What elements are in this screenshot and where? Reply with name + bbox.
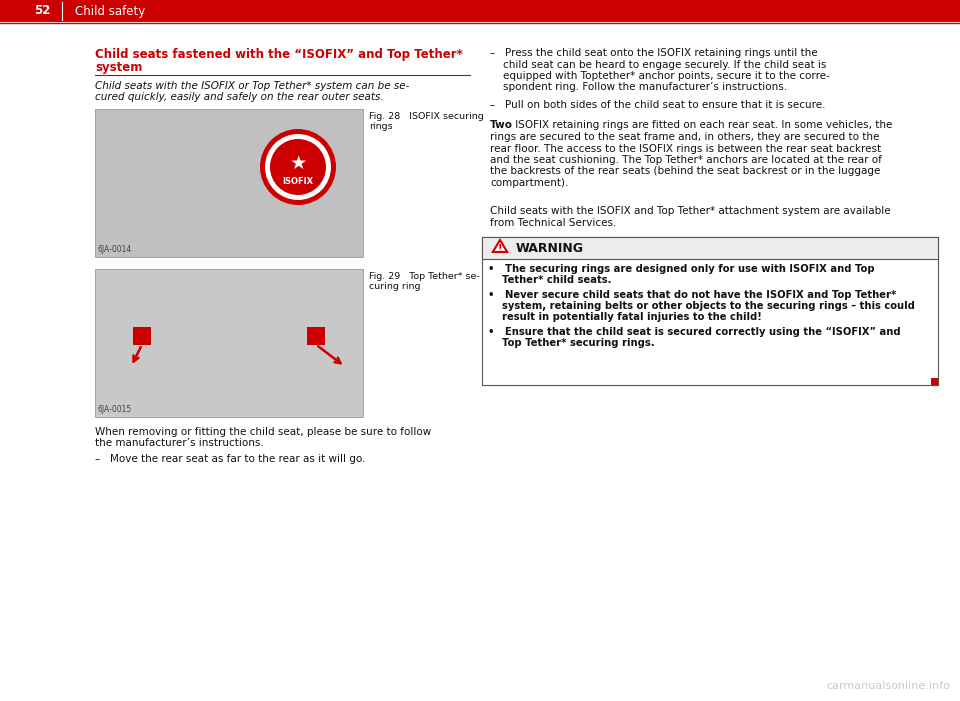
Text: ★: ★: [289, 154, 307, 172]
Text: •   Never secure child seats that do not have the ISOFIX and Top Tether*: • Never secure child seats that do not h…: [488, 290, 897, 300]
Text: 6JA-0015: 6JA-0015: [98, 405, 132, 414]
Text: –   Move the rear seat as far to the rear as it will go.: – Move the rear seat as far to the rear …: [95, 454, 366, 464]
Bar: [482, 237, 938, 385]
Text: child seat can be heard to engage securely. If the child seat is: child seat can be heard to engage secure…: [490, 60, 827, 69]
Bar: [482, 237, 938, 259]
Text: •   The securing rings are designed only for use with ISOFIX and Top: • The securing rings are designed only f…: [488, 264, 875, 274]
Text: WARNING: WARNING: [516, 242, 584, 254]
Text: 52: 52: [34, 4, 50, 18]
Text: rings: rings: [369, 122, 393, 131]
Text: Two: Two: [490, 121, 513, 130]
Text: result in potentially fatal injuries to the child!: result in potentially fatal injuries to …: [488, 312, 762, 322]
Text: curing ring: curing ring: [369, 282, 420, 291]
Circle shape: [260, 129, 336, 205]
Text: Child seats with the ISOFIX or Top Tether* system can be se-: Child seats with the ISOFIX or Top Tethe…: [95, 81, 409, 91]
Circle shape: [270, 139, 326, 195]
Text: and the seat cushioning. The Top Tether* anchors are located at the rear of: and the seat cushioning. The Top Tether*…: [490, 155, 882, 165]
Polygon shape: [492, 240, 507, 252]
Text: from Technical Services.: from Technical Services.: [490, 217, 616, 228]
Text: Child seats fastened with the “ISOFIX” and Top Tether*: Child seats fastened with the “ISOFIX” a…: [95, 48, 463, 61]
Bar: [95, 109, 363, 257]
Text: the backrests of the rear seats (behind the seat backrest or in the luggage: the backrests of the rear seats (behind …: [490, 167, 880, 177]
Bar: [95, 269, 363, 417]
Text: Fig. 29   Top Tether* se-: Fig. 29 Top Tether* se-: [369, 272, 480, 281]
Text: –   Pull on both sides of the child seat to ensure that it is secure.: – Pull on both sides of the child seat t…: [490, 100, 826, 110]
Text: ISOFIX retaining rings are fitted on each rear seat. In some vehicles, the: ISOFIX retaining rings are fitted on eac…: [512, 121, 893, 130]
Text: !: !: [497, 244, 502, 254]
Bar: [931, 378, 938, 385]
Text: Child safety: Child safety: [75, 4, 145, 18]
Bar: [0, 0, 960, 22]
Text: equipped with Toptether* anchor points, secure it to the corre-: equipped with Toptether* anchor points, …: [490, 71, 829, 81]
Text: system, retaining belts or other objects to the securing rings – this could: system, retaining belts or other objects…: [488, 301, 915, 311]
Text: Fig. 28   ISOFIX securing: Fig. 28 ISOFIX securing: [369, 112, 484, 121]
Text: rear floor. The access to the ISOFIX rings is between the rear seat backrest: rear floor. The access to the ISOFIX rin…: [490, 144, 881, 154]
Text: the manufacturer’s instructions.: the manufacturer’s instructions.: [95, 439, 264, 449]
Text: carmanualsonline.info: carmanualsonline.info: [827, 681, 950, 691]
Text: compartment).: compartment).: [490, 178, 568, 188]
Text: cured quickly, easily and safely on the rear outer seats.: cured quickly, easily and safely on the …: [95, 93, 384, 102]
Text: rings are secured to the seat frame and, in others, they are secured to the: rings are secured to the seat frame and,…: [490, 132, 879, 142]
Text: •   Ensure that the child seat is secured correctly using the “ISOFIX” and: • Ensure that the child seat is secured …: [488, 327, 900, 337]
Circle shape: [265, 134, 331, 200]
Text: Child seats with the ISOFIX and Top Tether* attachment system are available: Child seats with the ISOFIX and Top Teth…: [490, 206, 891, 216]
Text: spondent ring. Follow the manufacturer’s instructions.: spondent ring. Follow the manufacturer’s…: [490, 83, 787, 93]
Text: –   Press the child seat onto the ISOFIX retaining rings until the: – Press the child seat onto the ISOFIX r…: [490, 48, 818, 58]
Text: When removing or fitting the child seat, please be sure to follow: When removing or fitting the child seat,…: [95, 427, 431, 437]
Text: system: system: [95, 61, 142, 74]
Text: Tether* child seats.: Tether* child seats.: [488, 275, 612, 285]
Text: 6JA-0014: 6JA-0014: [98, 245, 132, 254]
Text: Top Tether* securing rings.: Top Tether* securing rings.: [488, 338, 655, 348]
Bar: [307, 327, 325, 345]
Text: ISOFIX: ISOFIX: [282, 177, 314, 186]
Bar: [133, 327, 151, 345]
